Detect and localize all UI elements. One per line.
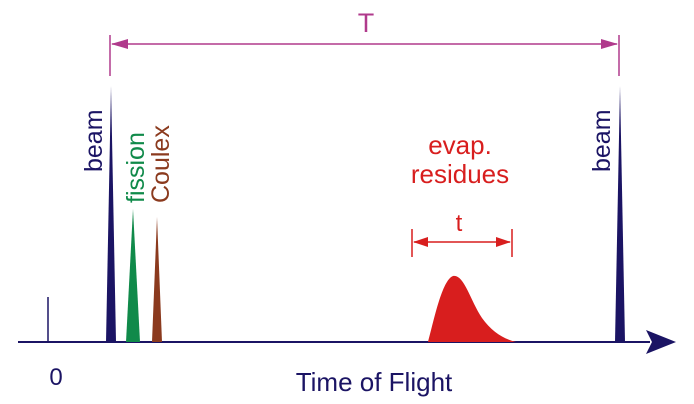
beam-peak-left [106,86,116,342]
beam-right-label: beam [588,109,616,172]
width-arrow [411,229,513,257]
axis-title: Time of Flight [296,367,453,397]
fission-label: fission [122,132,150,203]
residues-peak [428,275,516,342]
beam-left-label: beam [80,109,108,172]
time-axis [18,330,676,354]
beam-peak-right [615,86,625,342]
width-label: t [456,210,463,237]
period-arrowhead-left [111,39,128,49]
residues-label-line2: residues [411,159,509,189]
period-arrow [109,35,620,76]
fission-peak [126,209,140,342]
coulex-peak [152,217,162,342]
width-arrowhead-left [413,237,428,247]
residues-label-line1: evap. [428,130,492,160]
period-arrowhead-right [601,39,618,49]
coulex-label: Coulex [147,125,175,203]
axis-arrowhead [646,330,676,354]
width-arrowhead-right [496,237,511,247]
zero-label: 0 [49,364,62,391]
period-label: T [358,8,375,38]
